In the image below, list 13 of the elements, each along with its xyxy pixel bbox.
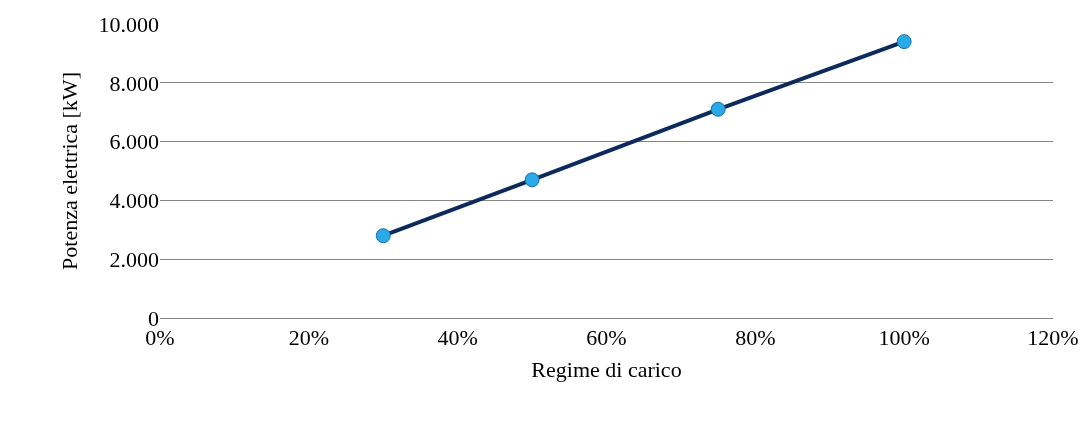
x-axis-title: Regime di carico	[531, 357, 682, 383]
y-tick-label: 6.000	[109, 129, 159, 155]
y-tick-label: 8.000	[109, 70, 159, 96]
y-tick-label: 4.000	[109, 188, 159, 214]
x-tick-label: 120%	[1027, 325, 1079, 351]
y-axis-title: Potenza elettrica [kW]	[57, 72, 83, 270]
y-tick-label: 10.000	[98, 11, 159, 37]
x-tick-label: 40%	[437, 325, 478, 351]
y-tick-label: 2.000	[109, 246, 159, 272]
x-tick-label: 20%	[288, 325, 329, 351]
x-tick-label: 60%	[586, 325, 627, 351]
x-tick-label: 80%	[735, 325, 776, 351]
x-tick-label: 100%	[878, 325, 930, 351]
